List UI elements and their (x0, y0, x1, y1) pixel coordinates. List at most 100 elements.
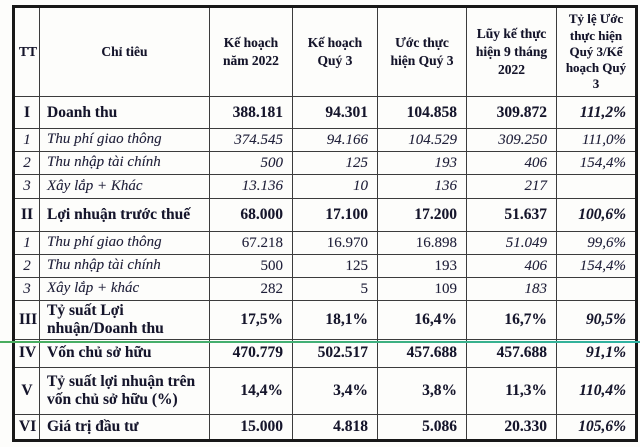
row-label-cell: Vốn chủ sở hữu (39, 338, 210, 368)
header-cell-ke-hoach-quy-3: Kế hoạch Quý 3 (292, 6, 378, 97)
row-label-cell: Xây lắp + Khác (39, 174, 210, 199)
value-cell: 154,4% (556, 151, 637, 175)
row-label-cell: Tỷ suất lợi nhuận trên vốn chủ sở hữu (%… (39, 366, 210, 415)
value-cell: 67.218 (209, 231, 293, 255)
row-label-cell: Thu nhập tài chính (39, 151, 210, 175)
table-row: II Lợi nhuận trước thuế 68.000 17.100 17.200… (13, 198, 637, 232)
value-cell: 193 (377, 151, 467, 175)
value-cell: 457.688 (466, 338, 557, 368)
row-index-cell: 2 (13, 151, 40, 175)
value-cell: 51.637 (466, 198, 557, 232)
row-index-cell: V (13, 366, 40, 415)
row-index-cell: 3 (13, 174, 40, 199)
value-cell: 111,2% (556, 96, 637, 129)
table-row: 3 Xây lắp + Khác 13.136 10 136 217 (13, 174, 637, 199)
value-cell: 470.779 (209, 338, 293, 368)
value-cell: 110,4% (556, 366, 637, 415)
value-cell: 3,4% (292, 366, 378, 415)
row-index-cell: VI (13, 413, 40, 441)
value-cell: 374.545 (209, 128, 293, 152)
row-index-cell: IV (13, 338, 40, 368)
value-cell: 136 (377, 174, 467, 199)
value-cell (556, 174, 637, 199)
table-body: I Doanh thu 388.181 94.301 104.858 309.872 111… (13, 96, 637, 441)
value-cell: 154,4% (556, 254, 637, 278)
value-cell: 104.529 (377, 128, 467, 152)
row-label-cell: Giá trị đầu tư (39, 413, 210, 441)
value-cell: 105,6% (556, 413, 637, 441)
value-cell: 90,5% (556, 300, 637, 340)
value-cell: 3,8% (377, 366, 467, 415)
header-cell-ke-hoach-nam-2022: Kế hoạch năm 2022 (209, 6, 293, 97)
row-label-cell: Thu phí giao thông (39, 128, 210, 152)
value-cell: 16.898 (377, 231, 467, 255)
row-index-cell: III (13, 300, 40, 340)
value-cell: 406 (466, 151, 557, 175)
row-label-cell: Tỷ suất Lợi nhuận/Doanh thu (39, 300, 210, 340)
header-cell-chi-tieu: Chỉ tiêu (39, 6, 210, 97)
value-cell (556, 277, 637, 301)
value-cell: 309.872 (466, 96, 557, 129)
value-cell: 104.858 (377, 96, 467, 129)
row-index-cell: 1 (13, 128, 40, 152)
table-row: IV Vốn chủ sở hữu 470.779 502.517 457.688 457… (13, 338, 637, 368)
value-cell: 17,5% (209, 300, 293, 340)
table-row: 3 Xây lắp + khác 282 5 109 183 (13, 277, 637, 301)
table-row: VI Giá trị đầu tư 15.000 4.818 5.086 20.330 10… (13, 413, 637, 441)
value-cell: 406 (466, 254, 557, 278)
value-cell: 125 (292, 151, 378, 175)
value-cell: 5.086 (377, 413, 467, 441)
table-row: 2 Thu nhập tài chính 500 125 193 406 154,4% (13, 151, 637, 175)
header-row: TT Chỉ tiêu Kế hoạch năm 2022 Kế hoạch Q… (13, 6, 637, 97)
value-cell: 10 (292, 174, 378, 199)
value-cell: 388.181 (209, 96, 293, 129)
value-cell: 17.200 (377, 198, 467, 232)
value-cell: 94.166 (292, 128, 378, 152)
row-label-cell: Doanh thu (39, 96, 210, 129)
value-cell: 20.330 (466, 413, 557, 441)
value-cell: 183 (466, 277, 557, 301)
value-cell: 16,4% (377, 300, 467, 340)
row-label-cell: Thu nhập tài chính (39, 254, 210, 278)
value-cell: 11,3% (466, 366, 557, 415)
header-cell-tt: TT (13, 6, 40, 97)
value-cell: 91,1% (556, 338, 637, 368)
row-index-cell: I (13, 96, 40, 129)
table-row: I Doanh thu 388.181 94.301 104.858 309.872 111… (13, 96, 637, 129)
value-cell: 18,1% (292, 300, 378, 340)
value-cell: 109 (377, 277, 467, 301)
table-row: 1 Thu phí giao thông 374.545 94.166 104.529 3… (13, 128, 637, 152)
row-label-cell: Thu phí giao thông (39, 231, 210, 255)
value-cell: 16.970 (292, 231, 378, 255)
value-cell: 100,6% (556, 198, 637, 232)
table-row: III Tỷ suất Lợi nhuận/Doanh thu 17,5% 18,1%… (13, 300, 637, 340)
row-index-cell: 3 (13, 277, 40, 301)
table-row: 1 Thu phí giao thông 67.218 16.970 16.898 51.… (13, 231, 637, 255)
row-label-cell: Xây lắp + khác (39, 277, 210, 301)
value-cell: 68.000 (209, 198, 293, 232)
row-index-cell: 1 (13, 231, 40, 255)
row-index-cell: 2 (13, 254, 40, 278)
value-cell: 282 (209, 277, 293, 301)
value-cell: 502.517 (292, 338, 378, 368)
financial-results-table: TT Chỉ tiêu Kế hoạch năm 2022 Kế hoạch Q… (12, 5, 638, 442)
value-cell: 13.136 (209, 174, 293, 199)
header-cell-ty-le: Tỷ lệ Ước thực hiện Quý 3/Kế hoạch Quý 3 (556, 6, 637, 97)
value-cell: 94.301 (292, 96, 378, 129)
value-cell: 217 (466, 174, 557, 199)
value-cell: 193 (377, 254, 467, 278)
value-cell: 16,7% (466, 300, 557, 340)
value-cell: 15.000 (209, 413, 293, 441)
value-cell: 5 (292, 277, 378, 301)
value-cell: 500 (209, 254, 293, 278)
header-cell-uoc-thuc-hien: Ước thực hiện Quý 3 (377, 6, 467, 97)
header-cell-luy-ke-9-thang: Lũy kế thực hiện 9 tháng 2022 (466, 6, 557, 97)
value-cell: 309.250 (466, 128, 557, 152)
table-row: V Tỷ suất lợi nhuận trên vốn chủ sở hữu (… (13, 366, 637, 415)
value-cell: 111,0% (556, 128, 637, 152)
row-index-cell: II (13, 198, 40, 232)
value-cell: 51.049 (466, 231, 557, 255)
value-cell: 14,4% (209, 366, 293, 415)
value-cell: 99,6% (556, 231, 637, 255)
